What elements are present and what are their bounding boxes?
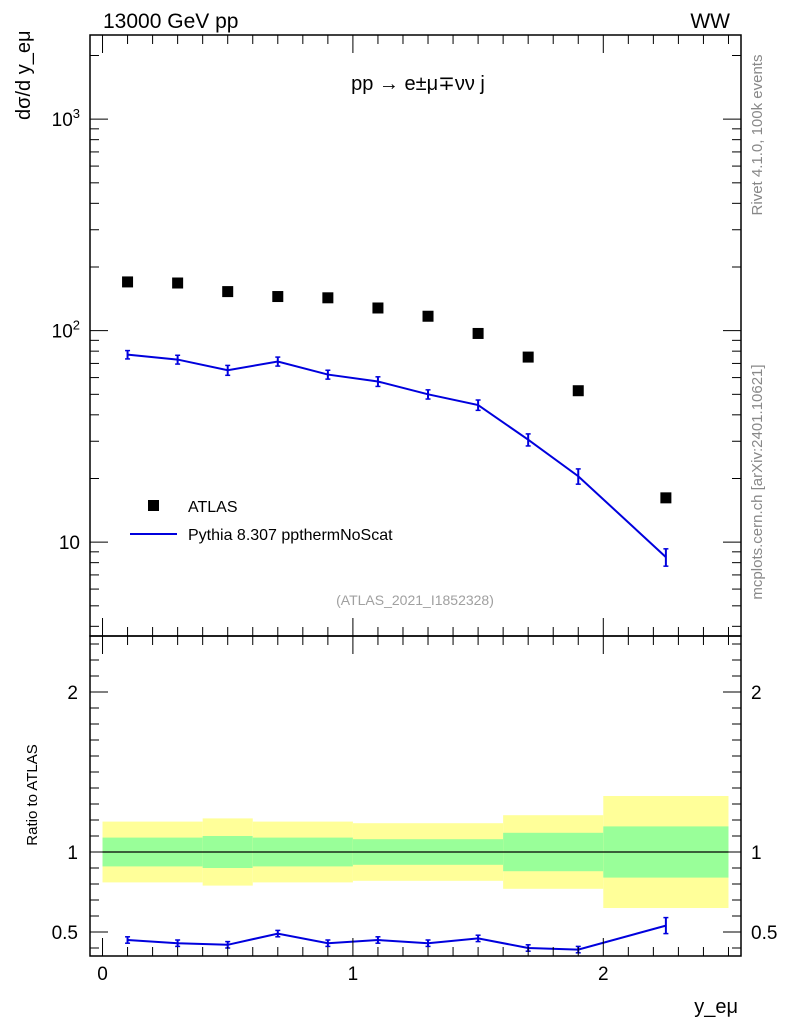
mcplots-label: mcplots.cern.ch [arXiv:2401.10621] [749, 364, 766, 599]
main-frame [89, 34, 742, 637]
ratio-y-tick-label-left: 0.5 [52, 923, 78, 944]
ratio-frame [89, 635, 742, 957]
atlas-point [372, 302, 384, 314]
atlas-point [422, 310, 434, 322]
ratio-y-tick-label-left: 1 [67, 843, 78, 864]
ratio-plot-area [102, 796, 729, 954]
x-tick-label: 2 [598, 964, 609, 985]
atlas-point [272, 291, 284, 303]
ratio-y-tick-label-right: 1 [751, 843, 762, 864]
main-y-tick-label: 102 [52, 318, 80, 343]
main-y-tick-label: 10 [59, 533, 80, 554]
atlas-point [322, 292, 334, 304]
ratio-series-group [125, 916, 669, 954]
main-panel: pp → e±μ∓νν j (ATLAS_2021_I1852328) dσ/d… [13, 31, 742, 637]
main-tick-labels: 10 102 103 [52, 106, 80, 554]
analysis-label: (ATLAS_2021_I1852328) [336, 592, 494, 608]
atlas-point [222, 286, 234, 298]
atlas-point [572, 385, 584, 397]
collision-energy-label: 13000 GeV pp [103, 10, 238, 33]
atlas-point [660, 492, 672, 504]
legend: ATLAS Pythia 8.307 ppthermNoScat [130, 499, 393, 544]
process-label: pp → e±μ∓νν j [351, 73, 485, 95]
atlas-point [122, 276, 134, 288]
legend-atlas-marker [148, 500, 159, 511]
atlas-point [522, 351, 534, 363]
atlas-point [472, 327, 484, 339]
legend-atlas-label: ATLAS [188, 499, 238, 516]
legend-pythia-label: Pythia 8.307 ppthermNoScat [188, 527, 393, 544]
main-y-tick-label: 103 [52, 106, 80, 131]
ratio-pythia-line [127, 924, 667, 951]
x-tick-label: 1 [348, 964, 359, 985]
x-axis-label: y_eμ [694, 996, 738, 1018]
main-plot-area [122, 276, 672, 567]
ratio-y-tick-label-right: 0.5 [751, 923, 777, 944]
channel-label: WW [690, 10, 730, 33]
atlas-point [172, 277, 184, 289]
ratio-y-tick-label-left: 2 [67, 683, 78, 704]
ratio-y-tick-label-right: 2 [751, 683, 762, 704]
ratio-y-axis-label: Ratio to ATLAS [24, 744, 41, 845]
ratio-panel: 0.5 0.5 1 1 2 2 0 1 2 Ratio to ATLAS [24, 635, 778, 985]
rivet-label: Rivet 4.1.0, 100k events [749, 55, 766, 216]
ratio-axes [89, 635, 742, 957]
main-y-axis-label: dσ/d y_eμ [13, 31, 35, 120]
x-tick-label: 0 [97, 964, 108, 985]
ratio-tick-labels: 0.5 0.5 1 1 2 2 0 1 2 [52, 683, 778, 985]
main-axes [89, 34, 742, 637]
